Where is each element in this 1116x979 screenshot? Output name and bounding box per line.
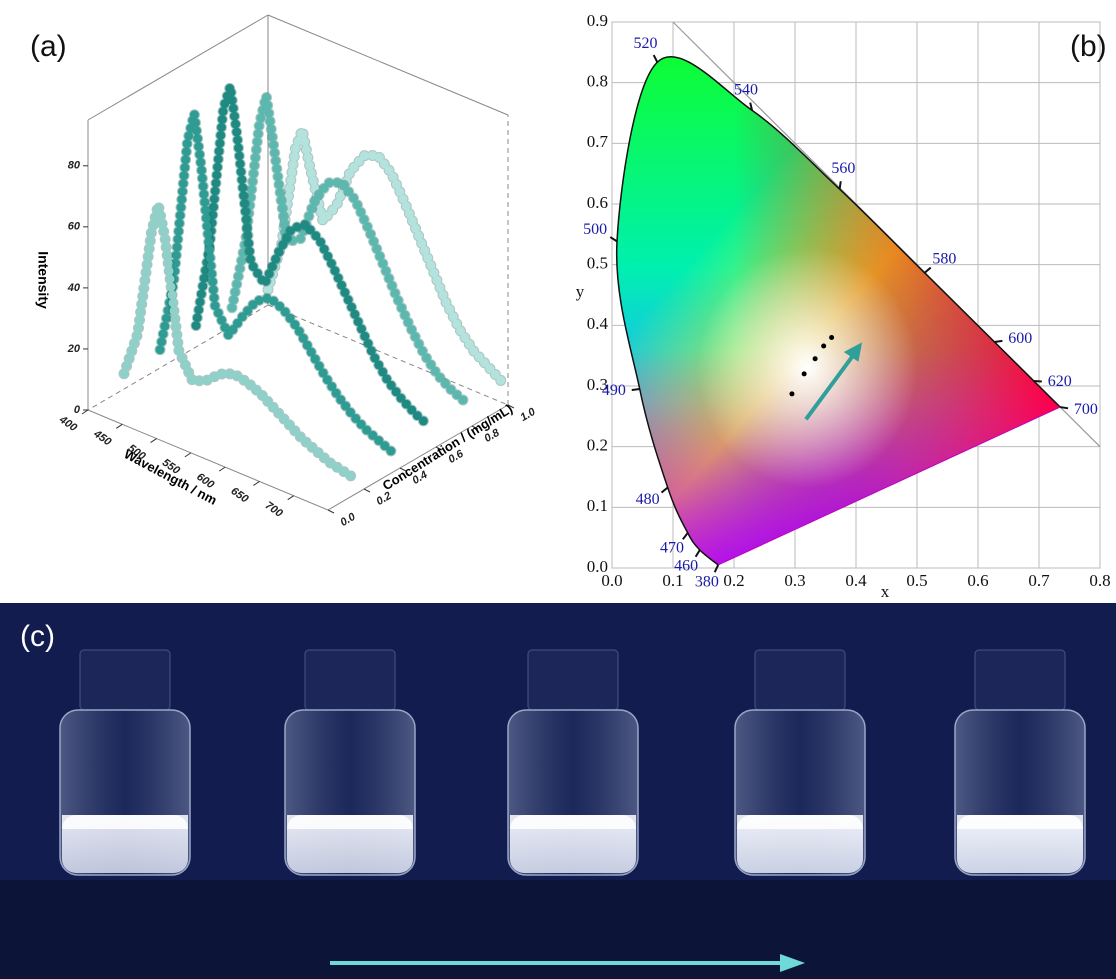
vial-cap (528, 650, 618, 710)
vial-liquid-top (287, 815, 413, 829)
locus-label: 520 (634, 35, 658, 52)
panel-label: (a) (30, 30, 67, 63)
x-tick (82, 410, 88, 414)
y-tick-label: 0.7 (587, 132, 609, 151)
z-tick-label: 0 (74, 404, 81, 416)
vial-cap (755, 650, 845, 710)
x-tick-label: 0.7 (1028, 571, 1050, 590)
chromaticity-point (829, 335, 834, 340)
x-tick-label: 400 (56, 413, 79, 434)
panel-a: (a) 4004505005506006507000.00.20.40.60.8… (30, 15, 538, 529)
gamut-white (697, 248, 917, 488)
locus-label: 380 (695, 574, 719, 591)
x-tick-label: 0.5 (906, 571, 927, 590)
x-tick (219, 467, 225, 471)
y-tick-label: 0.5 (587, 254, 608, 273)
chromaticity-point (802, 371, 807, 376)
x-tick-label: 650 (229, 485, 252, 506)
x-tick (253, 481, 259, 485)
x-tick-label: 0.3 (784, 571, 805, 590)
y-tick-label: 0.4 (587, 314, 609, 333)
x-tick-label: 450 (91, 427, 114, 448)
x-tick (116, 424, 122, 428)
x-tick-label: 0.8 (1089, 571, 1110, 590)
vial-cap (305, 650, 395, 710)
locus-tick (840, 181, 841, 189)
y-tick-label: 0.0 (587, 557, 608, 576)
locus-label: 580 (932, 250, 956, 267)
panel-label: (b) (1070, 30, 1107, 63)
locus-label: 600 (1008, 330, 1032, 347)
locus-label: 470 (660, 540, 684, 557)
locus-label: 460 (674, 558, 698, 575)
x-tick-label: 0.4 (845, 571, 867, 590)
vial-liquid-top (957, 815, 1083, 829)
box-edge (88, 15, 268, 120)
x-tick (185, 453, 191, 457)
y-tick-label: 1.0 (518, 405, 538, 423)
vial-liquid-top (737, 815, 863, 829)
locus-tick (1060, 407, 1068, 408)
z-tick-label: 60 (68, 221, 81, 233)
page: {"chart_data":[ {"type":"line3d","panel_… (0, 0, 1116, 979)
y-tick-label: 0.1 (587, 496, 608, 515)
y-axis-label: y (576, 282, 585, 301)
locus-label: 700 (1074, 401, 1098, 418)
vial-liquid-top (62, 815, 188, 829)
x-tick (288, 496, 294, 500)
y-tick-label: 0.2 (374, 490, 393, 508)
box-edge (268, 15, 508, 115)
panel-c: (c) (0, 603, 1116, 979)
locus-label: 620 (1048, 373, 1072, 390)
locus-tick (994, 341, 1002, 342)
locus-label: 560 (831, 160, 855, 177)
locus-label: 540 (734, 82, 758, 99)
panel-label: (c) (20, 620, 55, 653)
series-line (232, 96, 465, 402)
x-tick-label: 700 (263, 499, 286, 520)
x-tick-label: 0.6 (967, 571, 988, 590)
vial-cap (80, 650, 170, 710)
y-tick (364, 489, 370, 492)
z-axis-label: Intensity (35, 251, 51, 309)
y-tick-label: 0.8 (587, 72, 608, 91)
z-tick-label: 80 (68, 160, 81, 172)
figure: (a) 4004505005506006507000.00.20.40.60.8… (0, 0, 1116, 979)
y-axis-label: Concentration / (mg/mL) (380, 401, 515, 493)
y-tick (328, 510, 334, 513)
locus-label: 500 (583, 221, 607, 238)
locus-label: 480 (636, 491, 660, 508)
chromaticity-point (813, 356, 818, 361)
z-tick-label: 20 (67, 343, 81, 355)
chromaticity-point (789, 391, 794, 396)
y-tick-label: 0.6 (587, 193, 608, 212)
vial-cap (975, 650, 1065, 710)
x-tick-label: 0.2 (723, 571, 744, 590)
y-tick-label: 0.0 (338, 510, 358, 528)
x-tick (151, 439, 157, 443)
vial-liquid-top (510, 815, 636, 829)
z-tick-label: 40 (67, 282, 81, 294)
locus-label: 490 (602, 382, 626, 399)
locus-tick (632, 389, 640, 390)
x-axis-label: x (881, 582, 890, 601)
y-tick-label: 0.9 (587, 11, 608, 30)
y-tick-label: 0.2 (587, 436, 608, 455)
chromaticity-point (821, 343, 826, 348)
